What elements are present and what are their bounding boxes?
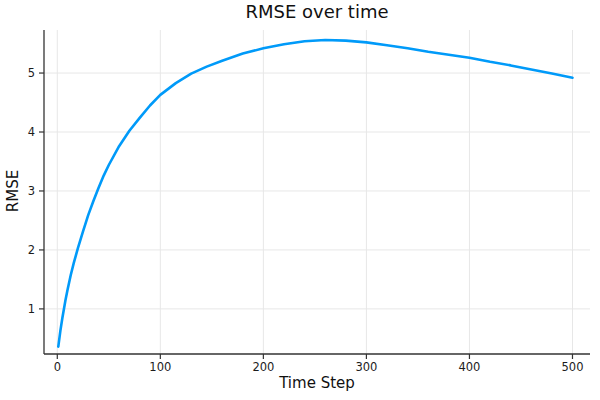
plot-area: 0 100 200 300 400 500 1 2 3 4 5 [0, 0, 600, 400]
rmse-series-line [58, 40, 572, 347]
y-tick-label: 5 [28, 66, 35, 80]
x-tick-label: 400 [458, 360, 480, 374]
x-tick-label: 0 [54, 360, 61, 374]
y-tick-label: 4 [28, 125, 35, 139]
y-tick-label: 2 [28, 243, 35, 257]
x-tick-label: 100 [149, 360, 171, 374]
figure: RMSE over time RMSE Time Step 0100200300… [0, 0, 600, 400]
y-tick-label: 1 [28, 302, 35, 316]
x-tick-label: 500 [562, 360, 584, 374]
x-tick-label: 300 [355, 360, 377, 374]
y-tick-label: 3 [28, 184, 35, 198]
x-tick-label: 200 [252, 360, 274, 374]
